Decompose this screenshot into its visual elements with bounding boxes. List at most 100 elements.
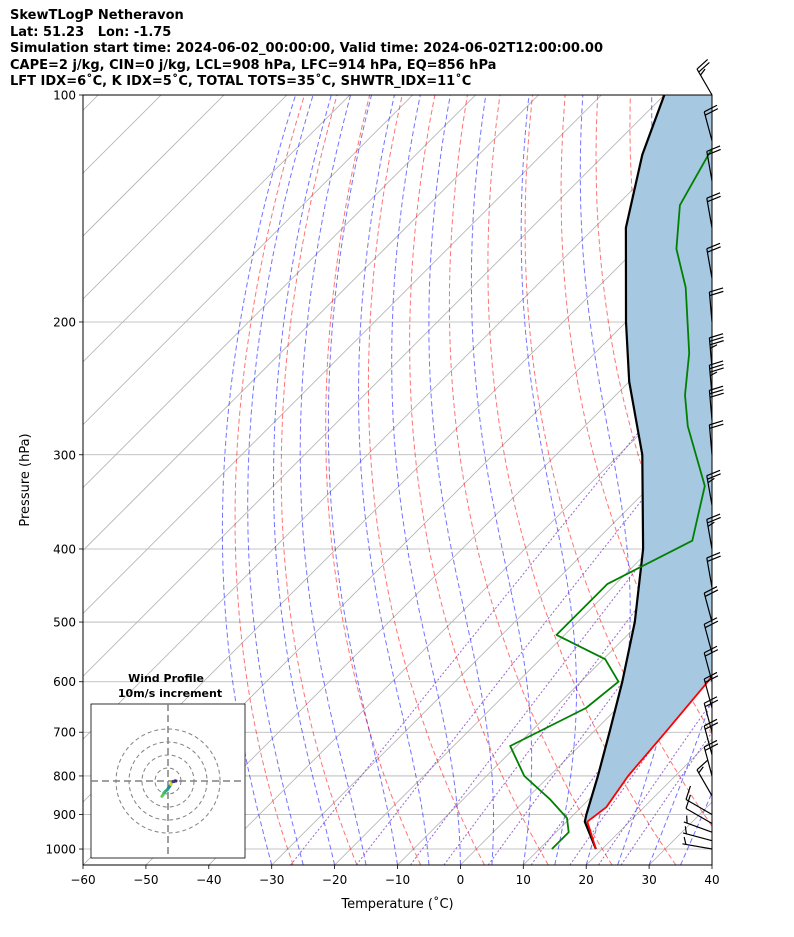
wind-barb-feather — [696, 759, 709, 771]
isotherm-gridline — [711, 864, 712, 865]
wind-barb-shaft — [682, 843, 713, 850]
moist-adiabat — [299, 95, 367, 865]
y-tick-label: 700 — [53, 726, 76, 740]
wind-barb-feather — [706, 242, 721, 250]
wind-barb-feather — [706, 145, 721, 152]
wind-barb — [708, 333, 724, 368]
wind-barb-feather — [683, 836, 687, 845]
wind-barb — [683, 815, 713, 833]
wind-barb-shaft — [696, 769, 713, 797]
isotherm-gridline — [83, 95, 539, 552]
wind-barb-shaft — [703, 111, 713, 141]
wind-barb-feather — [704, 722, 719, 730]
wind-barb — [682, 836, 713, 850]
x-axis-label: Temperature (˚C) — [340, 896, 453, 912]
wind-barb-shaft — [708, 424, 713, 455]
y-tick-label: 500 — [53, 616, 76, 630]
wind-barb-feather — [685, 785, 691, 800]
wind-barb-feather — [709, 336, 724, 342]
convective-parameters: CAPE=2 j/kg, CIN=0 j/kg, LCL=908 hPa, LF… — [10, 57, 497, 73]
wind-barb-shaft — [706, 198, 713, 228]
wind-barb-feather — [707, 246, 721, 253]
wind-barb-shaft — [703, 725, 713, 755]
wind-barb-feather — [707, 477, 715, 484]
isotherm-gridline — [83, 95, 225, 237]
mixing-ratio-line — [597, 700, 712, 865]
wind-barb-feather — [706, 513, 721, 520]
wind-barb — [703, 718, 719, 755]
wind-barb — [685, 785, 713, 816]
wind-barbs — [682, 58, 724, 850]
inset-subtitle: 10m/s increment — [118, 687, 222, 700]
dewpoint-profile-line — [509, 147, 712, 850]
wind-barb-shaft — [706, 248, 713, 279]
x-tick-label: −30 — [259, 873, 284, 887]
wind-barb-feather — [707, 473, 721, 480]
wind-barb-feather — [709, 333, 724, 339]
wind-barb-feather — [709, 423, 724, 429]
wind-barb-feather — [709, 392, 724, 398]
dry-adiabat — [524, 95, 712, 828]
cape-cin-shading — [584, 95, 712, 849]
wind-barb-feather — [707, 195, 721, 203]
wind-barb-shaft — [703, 703, 713, 733]
isotherm-gridline — [397, 549, 712, 865]
wind-barb-shaft — [703, 624, 713, 654]
axes: −60 −50 −40 −30 −20 −10 0 10 20 30 40 100 200 300 400 5… — [45, 89, 719, 888]
wind-barb-feather — [703, 718, 718, 727]
wind-barb-feather — [703, 696, 718, 704]
wind-barb — [703, 586, 719, 623]
wind-barb-feather — [704, 108, 719, 116]
chart-title: SkewTLogP Netheravon — [10, 8, 184, 23]
wind-barb-shaft — [708, 292, 713, 323]
y-axis-label: Pressure (hPa) — [18, 433, 33, 526]
simulation-times: Simulation start time: 2024-06-02_00:00:… — [10, 41, 603, 57]
dry-adiabat — [448, 95, 613, 865]
wind-barb-feather — [684, 826, 687, 834]
y-tick-label: 400 — [53, 542, 76, 556]
wind-barb-feather — [704, 589, 719, 597]
stability-indices: LFT IDX=6˚C, K IDX=5˚C, TOTAL TOTS=35˚C,… — [10, 74, 472, 90]
wind-barb — [706, 192, 721, 228]
mixing-ratio-line — [290, 341, 712, 865]
moist-adiabat — [680, 791, 712, 865]
wind-barb-feather — [707, 148, 721, 156]
x-tick-label: 40 — [704, 873, 719, 887]
wind-barb-shaft — [682, 832, 713, 842]
isotherm-gridline — [145, 298, 712, 865]
wind-barb — [706, 145, 721, 182]
wind-barb-shaft — [706, 519, 713, 550]
y-tick-label: 800 — [53, 769, 76, 783]
wind-barb-shaft — [703, 652, 713, 682]
wind-barb-feather — [709, 340, 724, 346]
station-location: Lat: 51.23 Lon: -1.75 — [10, 24, 172, 40]
isotherm-gridline — [83, 95, 288, 300]
wind-barb-shaft — [706, 557, 713, 588]
y-tick-label: 300 — [53, 448, 76, 462]
moist-adiabat — [648, 697, 712, 865]
wind-barb — [706, 469, 721, 506]
wind-barb — [696, 759, 713, 797]
wind-barb-feather — [704, 743, 719, 751]
wind-barb-feather — [698, 766, 704, 774]
temperature-profile-line — [586, 673, 712, 850]
dry-adiabat — [325, 95, 422, 865]
x-tick-label: 20 — [579, 873, 594, 887]
wind-barb-feather — [703, 617, 718, 625]
wind-barb-shaft — [685, 807, 713, 825]
wind-barb-feather — [703, 586, 718, 594]
x-tick-label: −40 — [196, 873, 221, 887]
wind-barb-feather — [700, 68, 706, 76]
wind-barb-feather — [707, 521, 715, 527]
wind-barb — [706, 513, 721, 550]
parcel-profile-line — [583, 95, 666, 850]
wind-barb-feather — [710, 344, 718, 349]
moist-adiabat — [327, 95, 398, 865]
isotherm-gridline — [334, 487, 712, 865]
wind-barb — [708, 385, 724, 421]
x-tick-label: 10 — [516, 873, 531, 887]
moist-adiabat — [470, 95, 533, 865]
y-tick-label: 200 — [53, 315, 76, 329]
x-tick-label: 30 — [641, 873, 656, 887]
wind-barb-feather — [709, 290, 724, 297]
